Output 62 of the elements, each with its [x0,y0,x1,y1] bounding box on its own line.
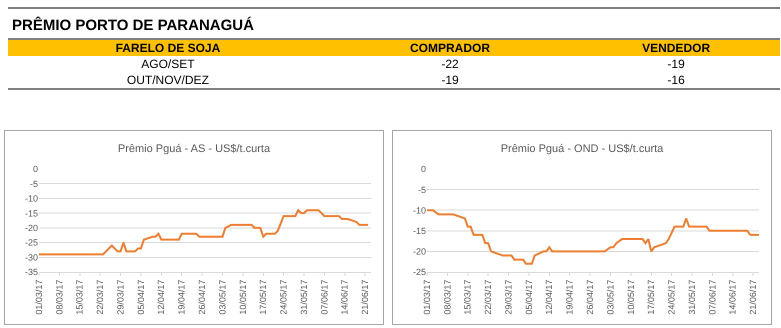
x-tick-label: 29/03/17 [503,280,514,315]
y-tick-label: -20 [412,246,426,257]
x-tick-label: 26/04/17 [585,280,596,315]
x-tick-label: 22/03/17 [483,280,494,315]
x-tick-label: 14/06/17 [728,280,738,315]
x-tick-label: 03/05/17 [217,280,228,315]
x-tick-label: 05/04/17 [136,280,146,315]
y-tick-label: 0 [420,164,426,174]
x-tick-label: 15/03/17 [74,280,85,315]
x-tick-label: 07/06/17 [319,280,330,315]
text: PRÊMIO PORTO DE PARANAGUÁ [12,17,255,34]
x-tick-label: 10/05/17 [626,280,636,315]
y-tick-label: -25 [412,267,426,278]
x-tick-label: 22/03/17 [95,280,106,315]
text: -16 [667,73,685,87]
x-tick-label: 21/06/17 [360,280,370,315]
y-tick-label: -10 [412,205,426,216]
category-label: COMPRADOR [409,40,491,56]
x-tick-label: 01/03/17 [34,280,44,315]
x-tick-label: 10/05/17 [238,280,248,315]
text: -19 [667,57,685,71]
y-tick-label: -20 [24,223,38,234]
y-tick-label: 0 [32,164,38,174]
y-tick-label: -25 [24,238,38,248]
category-label: VENDEDOR [641,40,712,56]
x-tick-label: 31/05/17 [686,280,697,315]
x-tick-label: 03/05/17 [605,280,616,315]
y-tick-label: -10 [24,194,38,204]
y-tick-label: -15 [412,226,426,236]
text: -19 [441,73,459,87]
x-tick-label: 15/03/17 [462,280,473,315]
x-tick-label: 21/06/17 [748,280,758,315]
line-series [427,209,759,265]
x-tick-label: 12/04/17 [544,280,554,315]
category-label: AGO/SET [141,57,195,71]
x-tick-label: 08/03/17 [442,280,452,315]
line-series [39,209,370,256]
x-tick-label: 26/04/17 [197,280,208,315]
text: -22 [441,57,459,71]
category-label: FARELO DE SOJA [114,40,222,56]
x-tick-label: 05/04/17 [524,280,534,315]
x-tick-label: 24/05/17 [666,280,677,315]
x-tick-label: 31/05/17 [298,280,309,315]
y-tick-label: -35 [24,267,38,278]
x-tick-label: 08/03/17 [54,280,64,315]
chart-title: Prêmio Pguá - AS - US$/t.curta [118,143,271,156]
category-label: OUT/NOV/DEZ [126,73,209,87]
x-tick-label: 17/05/17 [258,280,268,315]
y-tick-label: -5 [418,184,426,195]
y-tick-label: -30 [24,252,38,262]
x-tick-label: 17/05/17 [646,280,656,315]
y-tick-label: -5 [30,178,38,189]
x-tick-label: 07/06/17 [707,280,718,315]
x-tick-label: 01/03/17 [422,280,432,315]
x-tick-label: 19/04/17 [564,280,575,315]
x-tick-label: 19/04/17 [176,280,187,315]
x-tick-label: 14/06/17 [340,280,350,315]
x-tick-label: 24/05/17 [278,280,289,315]
chart-title: Prêmio Pguá - OND - US$/t.curta [500,143,664,156]
x-tick-label: 29/03/17 [115,280,126,315]
y-tick-label: -15 [24,208,38,218]
x-tick-label: 12/04/17 [156,280,166,315]
